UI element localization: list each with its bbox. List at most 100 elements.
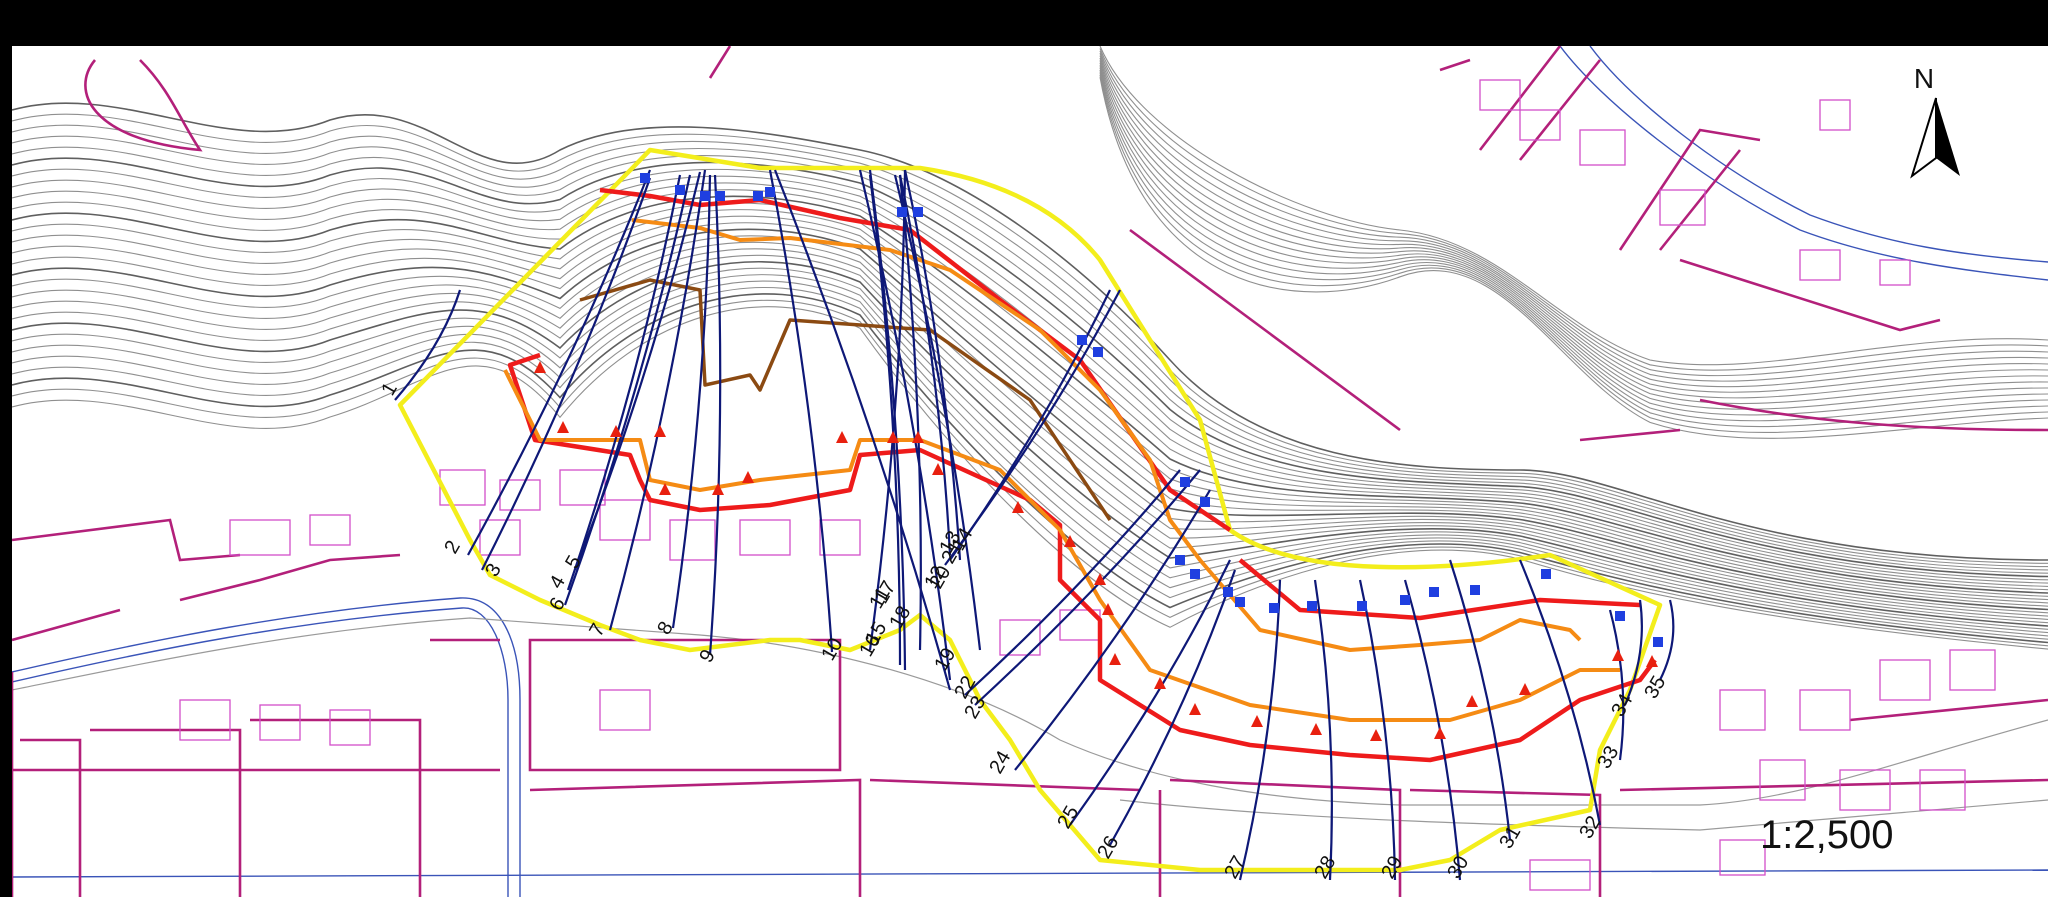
section-line-31 [1448,559,1512,841]
section-line-24 [1014,489,1211,771]
section-line-6 [563,174,692,606]
north-arrow-left-half [1910,97,1937,179]
contour-line [12,175,2048,584]
top-marker [1235,597,1245,607]
building [479,519,521,556]
building [999,619,1041,656]
building [309,514,351,546]
contour-line [1099,60,2048,399]
section-line-8 [671,174,712,629]
building [1529,859,1591,891]
cross-section-lines [394,169,1675,881]
contour-line [12,113,2048,564]
contour-line [12,241,2048,617]
contour-line [12,254,2048,624]
contour-line [1099,69,2048,422]
building [1479,79,1521,111]
contour-line [12,135,2048,571]
building [179,699,231,741]
section-markers [534,173,1663,741]
top-marker [897,207,907,217]
building [599,689,651,731]
toe-marker [1519,683,1531,695]
contour-line [12,267,2048,630]
top-marker [1093,347,1103,357]
contour-line [1099,55,2048,388]
contour-line [1099,48,2048,371]
top-marker [640,173,650,183]
building [599,499,651,541]
top-marker [765,187,775,197]
toe-marker [742,471,754,483]
toe-marker [1646,655,1658,667]
top-marker [913,207,923,217]
section-line-2 [467,169,652,556]
toe-marker [712,483,724,495]
section-line-35 [1659,599,1675,681]
toe-marker [1310,723,1322,735]
section-line-1 [394,289,462,401]
building [1919,769,1966,811]
north-arrow-right-half [1936,98,1960,176]
building [1799,249,1841,281]
contour-line [1099,72,2048,428]
building [739,519,791,556]
toe-marker [1612,649,1624,661]
building [1819,99,1851,131]
section-line-28 [1313,579,1333,881]
contour-line [12,306,2048,650]
north-label: N [1914,63,1934,94]
building [1659,189,1706,226]
contour-line [1099,67,2048,416]
toe-marker [1012,501,1024,513]
contour-line [1099,62,2048,405]
section-line-25 [1069,559,1231,826]
contour-line [1099,77,2048,439]
section-line-7 [608,169,707,631]
section-line-17 [898,174,922,651]
top-marker [1269,603,1279,613]
contour-line [1099,53,2048,382]
top-marker [675,185,685,195]
contour-line [12,209,2048,601]
toe-marker [836,431,848,443]
contour-line [12,235,2048,614]
contour-line [1099,65,2048,410]
scale-label: 1:2,500 [1760,813,1893,857]
building [259,704,301,741]
toe-marker [1434,727,1446,739]
top-marker [715,191,725,201]
building [819,519,861,556]
section-line-32 [1518,559,1602,826]
building [1759,759,1806,801]
top-marker [1180,477,1190,487]
section-line-4 [566,174,682,591]
toe-marker [1370,729,1382,741]
contour-line [1099,74,2048,433]
toe-marker [654,425,666,437]
toe-marker [1102,603,1114,615]
contour-line [12,222,2048,607]
section-line-26 [1109,569,1237,846]
orange-line-lower [503,369,1620,722]
top-marker [1223,587,1233,597]
contour-line [1099,57,2048,393]
brown-line [579,278,1112,521]
top-marker [1470,585,1480,595]
contour-line [1099,50,2048,377]
section-line-21 [944,289,1121,566]
contour-line [12,248,2048,620]
section-line-23 [974,469,1201,706]
building [439,469,486,506]
top-marker [1200,497,1210,507]
top-marker [1429,587,1439,597]
toe-marker [1189,703,1201,715]
toe-marker [557,421,569,433]
section-line-22 [964,469,1181,696]
section-line-33 [1608,609,1625,761]
building [1519,109,1561,141]
contour-line [12,146,2048,574]
contour-line [12,260,2048,627]
top-marker [1541,569,1551,579]
